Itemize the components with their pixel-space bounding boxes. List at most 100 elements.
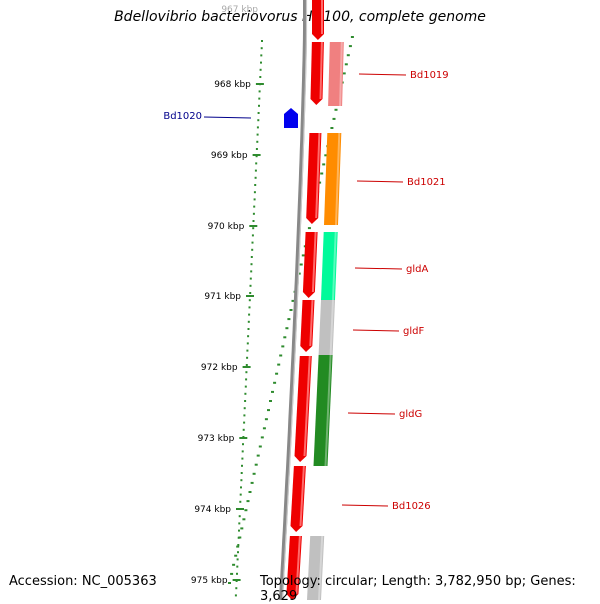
left-tick-mark bbox=[241, 464, 243, 467]
left-tick-mark bbox=[250, 256, 253, 258]
arrow-highlight bbox=[303, 355, 311, 457]
right-tick-mark bbox=[252, 472, 256, 475]
right-tick-mark bbox=[260, 436, 264, 439]
left-tick-mark bbox=[255, 162, 258, 165]
left-tick-mark bbox=[238, 529, 240, 532]
gene-feature-highlight bbox=[332, 231, 337, 301]
right-tick-mark bbox=[291, 299, 295, 302]
gene-label-bd1026: Bd1026 bbox=[392, 501, 431, 512]
left-tick-mark bbox=[260, 61, 262, 64]
right-tick-mark bbox=[242, 518, 246, 521]
right-tick-mark bbox=[283, 336, 287, 339]
left-tick-mark bbox=[236, 572, 238, 575]
right-tick-mark bbox=[256, 454, 260, 457]
right-tick-mark bbox=[264, 418, 268, 421]
scale-label: 972 kbp bbox=[201, 363, 238, 373]
left-tick-mark bbox=[255, 155, 258, 158]
major-tick bbox=[252, 154, 261, 156]
left-tick-mark bbox=[242, 428, 245, 431]
right-tick-mark bbox=[342, 72, 346, 75]
right-tick-mark bbox=[346, 54, 350, 57]
left-tick-mark bbox=[259, 76, 262, 78]
left-tick-mark bbox=[255, 148, 258, 150]
major-tick bbox=[239, 437, 248, 439]
right-tick-mark bbox=[297, 272, 301, 275]
left-tick-mark bbox=[246, 342, 249, 345]
backbone-highlight bbox=[281, 0, 308, 600]
left-tick-mark bbox=[242, 443, 244, 446]
gene-label-bd1019: Bd1019 bbox=[410, 70, 449, 81]
left-tick-mark bbox=[240, 486, 242, 489]
gene-feature-highlight bbox=[324, 354, 332, 467]
right-tick-mark bbox=[322, 163, 326, 166]
left-tick-mark bbox=[238, 522, 241, 525]
left-tick-mark bbox=[258, 90, 261, 93]
major-tick bbox=[236, 508, 244, 510]
left-tick-mark bbox=[253, 191, 256, 194]
scale-label: 974 kbp bbox=[194, 505, 231, 515]
right-tick-mark bbox=[236, 545, 240, 548]
left-tick-mark bbox=[240, 479, 243, 482]
gene-label-bd1020: Bd1020 bbox=[163, 111, 202, 122]
right-tick-mark bbox=[254, 463, 258, 466]
right-tick-mark bbox=[348, 45, 352, 48]
left-tick-mark bbox=[235, 587, 238, 590]
right-tick-mark bbox=[344, 63, 348, 66]
left-tick-mark bbox=[245, 371, 248, 374]
arrow-highlight bbox=[295, 535, 301, 595]
right-tick-mark bbox=[287, 318, 291, 321]
left-tick-mark bbox=[246, 356, 249, 359]
scale-label: 970 kbp bbox=[208, 222, 245, 232]
left-tick-mark bbox=[240, 472, 243, 474]
scale-label: 968 kbp bbox=[214, 80, 251, 90]
left-tick-mark bbox=[250, 270, 253, 273]
right-tick-mark bbox=[232, 563, 236, 566]
left-tick-mark bbox=[234, 594, 237, 597]
arrow-highlight bbox=[315, 132, 321, 219]
gene-label-glda: gldA bbox=[406, 264, 428, 275]
right-tick-mark bbox=[279, 354, 283, 357]
scale-label: 971 kbp bbox=[204, 292, 241, 302]
left-tick-mark bbox=[260, 47, 263, 50]
scale-label: 975 kbp bbox=[191, 576, 228, 586]
right-tick-mark bbox=[332, 117, 336, 120]
left-tick-mark bbox=[254, 176, 257, 179]
left-tick-mark bbox=[238, 515, 241, 518]
left-tick-mark bbox=[253, 205, 256, 208]
left-tick-mark bbox=[249, 277, 252, 280]
gene-feature-highlight bbox=[339, 41, 343, 107]
right-tick-mark bbox=[281, 345, 285, 348]
right-tick-mark bbox=[258, 445, 262, 448]
gene-feature-bd1019 bbox=[328, 42, 344, 106]
right-tick-mark bbox=[248, 491, 252, 493]
left-tick-mark bbox=[247, 328, 250, 330]
right-tick-mark bbox=[246, 500, 250, 503]
left-tick-mark bbox=[252, 212, 255, 215]
scale-label-partial: 967 kbp bbox=[221, 5, 258, 15]
left-tick-mark bbox=[248, 306, 251, 309]
gene-feature-bd1021 bbox=[324, 133, 342, 225]
left-tick-mark bbox=[258, 97, 261, 100]
left-tick-mark bbox=[257, 119, 260, 122]
right-tick-mark bbox=[240, 527, 244, 530]
gene-feature-bd1026 bbox=[307, 536, 325, 600]
left-tick-mark bbox=[245, 378, 248, 381]
left-tick-mark bbox=[253, 198, 256, 201]
genome-backbone bbox=[279, 0, 308, 600]
right-tick-mark bbox=[301, 254, 305, 257]
leader-line bbox=[347, 412, 396, 415]
left-tick-mark bbox=[258, 104, 260, 107]
scale-label: 973 kbp bbox=[198, 434, 235, 444]
left-tick-mark bbox=[245, 364, 248, 366]
left-tick-mark bbox=[260, 54, 263, 57]
major-tick bbox=[232, 579, 241, 581]
left-tick-mark bbox=[254, 169, 257, 172]
right-tick-mark bbox=[228, 582, 231, 584]
tick-marks: 968 kbp 969 kbp 970 kbp 971 kbp 972 kbp 973 k… bbox=[191, 5, 354, 597]
gene-feature-gldg bbox=[313, 355, 333, 466]
left-tick-mark bbox=[237, 544, 240, 546]
leader-line bbox=[356, 180, 404, 183]
right-tick-mark bbox=[299, 263, 303, 266]
left-tick-mark bbox=[246, 349, 249, 352]
right-tick-mark bbox=[289, 309, 293, 311]
